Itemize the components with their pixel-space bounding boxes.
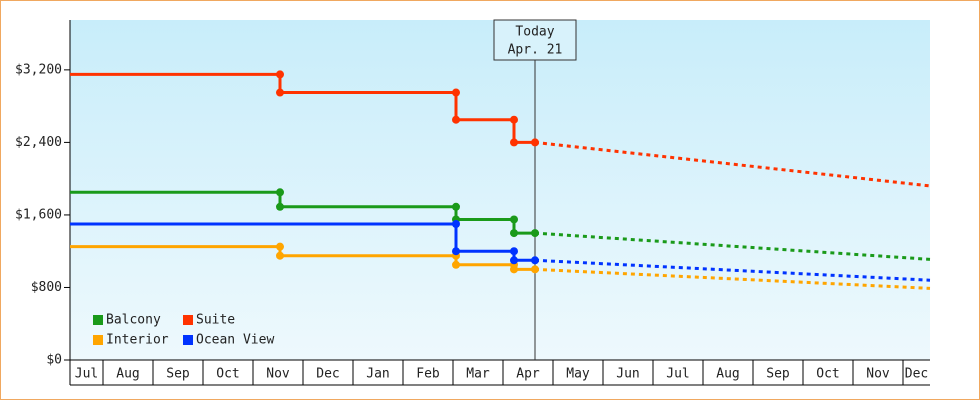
x-tick-label: Nov <box>266 367 290 382</box>
plot-area <box>70 20 930 360</box>
point <box>452 88 460 97</box>
point <box>531 265 539 274</box>
x-tick-label: Mar <box>466 367 490 382</box>
point <box>510 215 518 224</box>
x-tick-label: Dec <box>905 367 928 382</box>
x-tick-label: Jul <box>75 367 98 382</box>
x-tick-label: Dec <box>316 367 339 382</box>
forecast-line <box>534 258 931 282</box>
forecast-line <box>534 140 931 188</box>
point <box>276 188 284 197</box>
x-tick-label: May <box>566 367 590 382</box>
legend-swatch <box>183 335 193 345</box>
legend-label: Balcony <box>106 313 161 328</box>
x-tick-label: Jan <box>366 367 389 382</box>
x-tick-label: Jul <box>666 367 689 382</box>
x-tick-label: Oct <box>216 367 239 382</box>
point <box>452 220 460 228</box>
x-tick-label: Nov <box>866 367 890 382</box>
today-date: Apr. 21 <box>508 43 563 58</box>
point <box>510 115 518 124</box>
legend-swatch <box>183 315 193 325</box>
x-tick-label: Sep <box>166 367 190 382</box>
legend-swatch <box>93 315 103 325</box>
point <box>510 138 518 147</box>
y-tick-label: $3,200 <box>15 62 62 77</box>
y-tick-label: $2,400 <box>15 135 62 150</box>
point <box>531 256 539 265</box>
x-tick-label: Aug <box>716 367 739 382</box>
y-tick-label: $0 <box>46 353 62 368</box>
legend-label: Interior <box>106 333 169 348</box>
point <box>276 202 284 211</box>
point <box>276 88 284 97</box>
point <box>510 256 518 265</box>
x-tick-label: Apr <box>516 367 540 382</box>
x-tick-label: Sep <box>766 367 790 382</box>
point <box>452 260 460 269</box>
today-box <box>493 19 577 61</box>
x-tick-label: Feb <box>416 367 440 382</box>
point <box>510 265 518 274</box>
point <box>276 70 284 79</box>
point <box>510 247 518 256</box>
point <box>531 138 539 147</box>
today-label: Today <box>515 25 554 40</box>
forecast-line <box>534 267 931 290</box>
x-tick-label: Aug <box>116 367 139 382</box>
point <box>452 115 460 124</box>
y-tick-label: $1,600 <box>15 207 62 222</box>
x-tick-label: Oct <box>816 367 839 382</box>
point <box>510 229 518 238</box>
y-tick-label: $800 <box>31 280 62 295</box>
point <box>531 229 539 238</box>
point <box>452 202 460 211</box>
point <box>276 251 284 260</box>
legend-label: Suite <box>196 313 235 328</box>
legend-label: Ocean View <box>196 333 274 348</box>
forecast-line <box>534 231 931 261</box>
point <box>276 242 284 251</box>
point <box>452 247 460 256</box>
x-tick-label: Jun <box>616 367 639 382</box>
legend-swatch <box>93 335 103 345</box>
